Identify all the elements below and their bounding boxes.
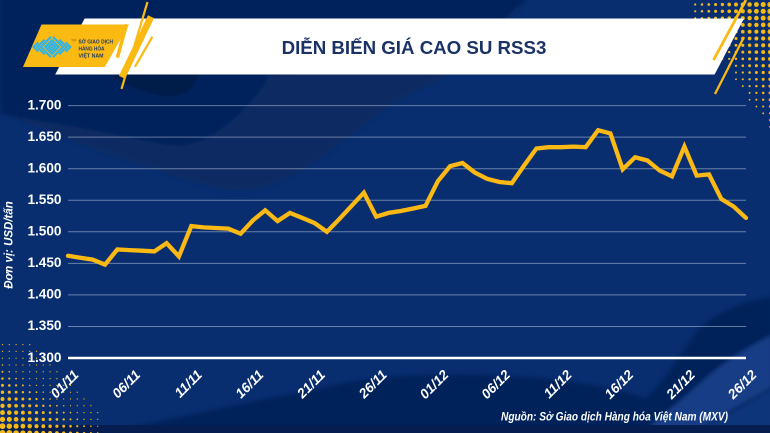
svg-text:TM: TM [71,39,76,43]
svg-text:1.450: 1.450 [27,255,61,270]
svg-text:1.600: 1.600 [27,161,61,176]
svg-text:VIỆT NAM: VIỆT NAM [79,51,104,59]
svg-text:HÀNG HÓA: HÀNG HÓA [79,44,105,52]
svg-text:1.300: 1.300 [27,350,61,365]
svg-text:Đơn vị: USD/tấn: Đơn vị: USD/tấn [4,201,16,289]
svg-text:1.350: 1.350 [27,318,61,333]
svg-text:1.500: 1.500 [27,224,61,239]
svg-text:1.700: 1.700 [27,97,61,112]
svg-text:1.550: 1.550 [27,192,61,207]
svg-text:Nguồn: Sở Giao dịch Hàng hóa V: Nguồn: Sở Giao dịch Hàng hóa Việt Nam (M… [501,410,728,424]
svg-text:1.400: 1.400 [27,287,61,302]
svg-text:SỞ GIAO DỊCH: SỞ GIAO DỊCH [79,38,114,45]
svg-text:1.650: 1.650 [27,129,61,144]
svg-text:DIỄN BIẾN GIÁ CAO SU RSS3: DIỄN BIẾN GIÁ CAO SU RSS3 [282,37,547,58]
